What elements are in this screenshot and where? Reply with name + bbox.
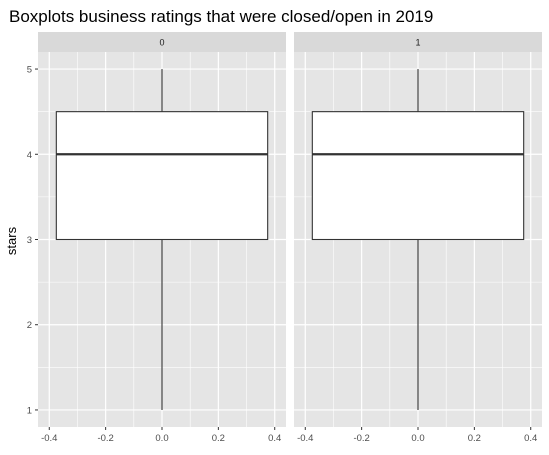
y-tick-label: 5 — [27, 65, 32, 76]
x-tick-label: 0.4 — [268, 433, 281, 444]
y-axis-title: stars — [4, 226, 19, 255]
y-tick-label: 3 — [27, 235, 32, 246]
x-tick-label: 0.2 — [468, 433, 481, 444]
x-tick-label: 0.0 — [155, 433, 168, 444]
facet-strip-label: 1 — [415, 38, 420, 48]
facet-panel-0: 0 -0.4 -0.2 0.0 0.2 0.4 1 2 3 4 5 — [27, 32, 286, 444]
facet-strip-label: 0 — [159, 38, 164, 48]
facet-panels: 0 -0.4 -0.2 0.0 0.2 0.4 1 2 3 4 5 1 -0.4 -0.2 0.0 0.2 0.… — [27, 32, 542, 444]
facet-strip — [38, 32, 286, 52]
chart-title: Boxplots business ratings that were clos… — [9, 7, 433, 26]
y-tick-label: 1 — [27, 405, 32, 416]
x-tick-label: 0.4 — [524, 433, 537, 444]
y-tick-label: 4 — [27, 150, 32, 161]
x-tick-label: -0.4 — [41, 433, 57, 444]
x-tick-label: -0.2 — [97, 433, 113, 444]
box-iqr — [55, 111, 269, 241]
x-tick-label: 0.2 — [212, 433, 225, 444]
facet-panel-1: 1 -0.4 -0.2 0.0 0.2 0.4 — [294, 32, 542, 444]
box-iqr — [311, 111, 525, 241]
x-tick-label: 0.0 — [411, 433, 424, 444]
x-tick-label: -0.4 — [297, 433, 313, 444]
facet-strip — [294, 32, 542, 52]
y-tick-label: 2 — [27, 320, 32, 331]
x-tick-label: -0.2 — [353, 433, 369, 444]
